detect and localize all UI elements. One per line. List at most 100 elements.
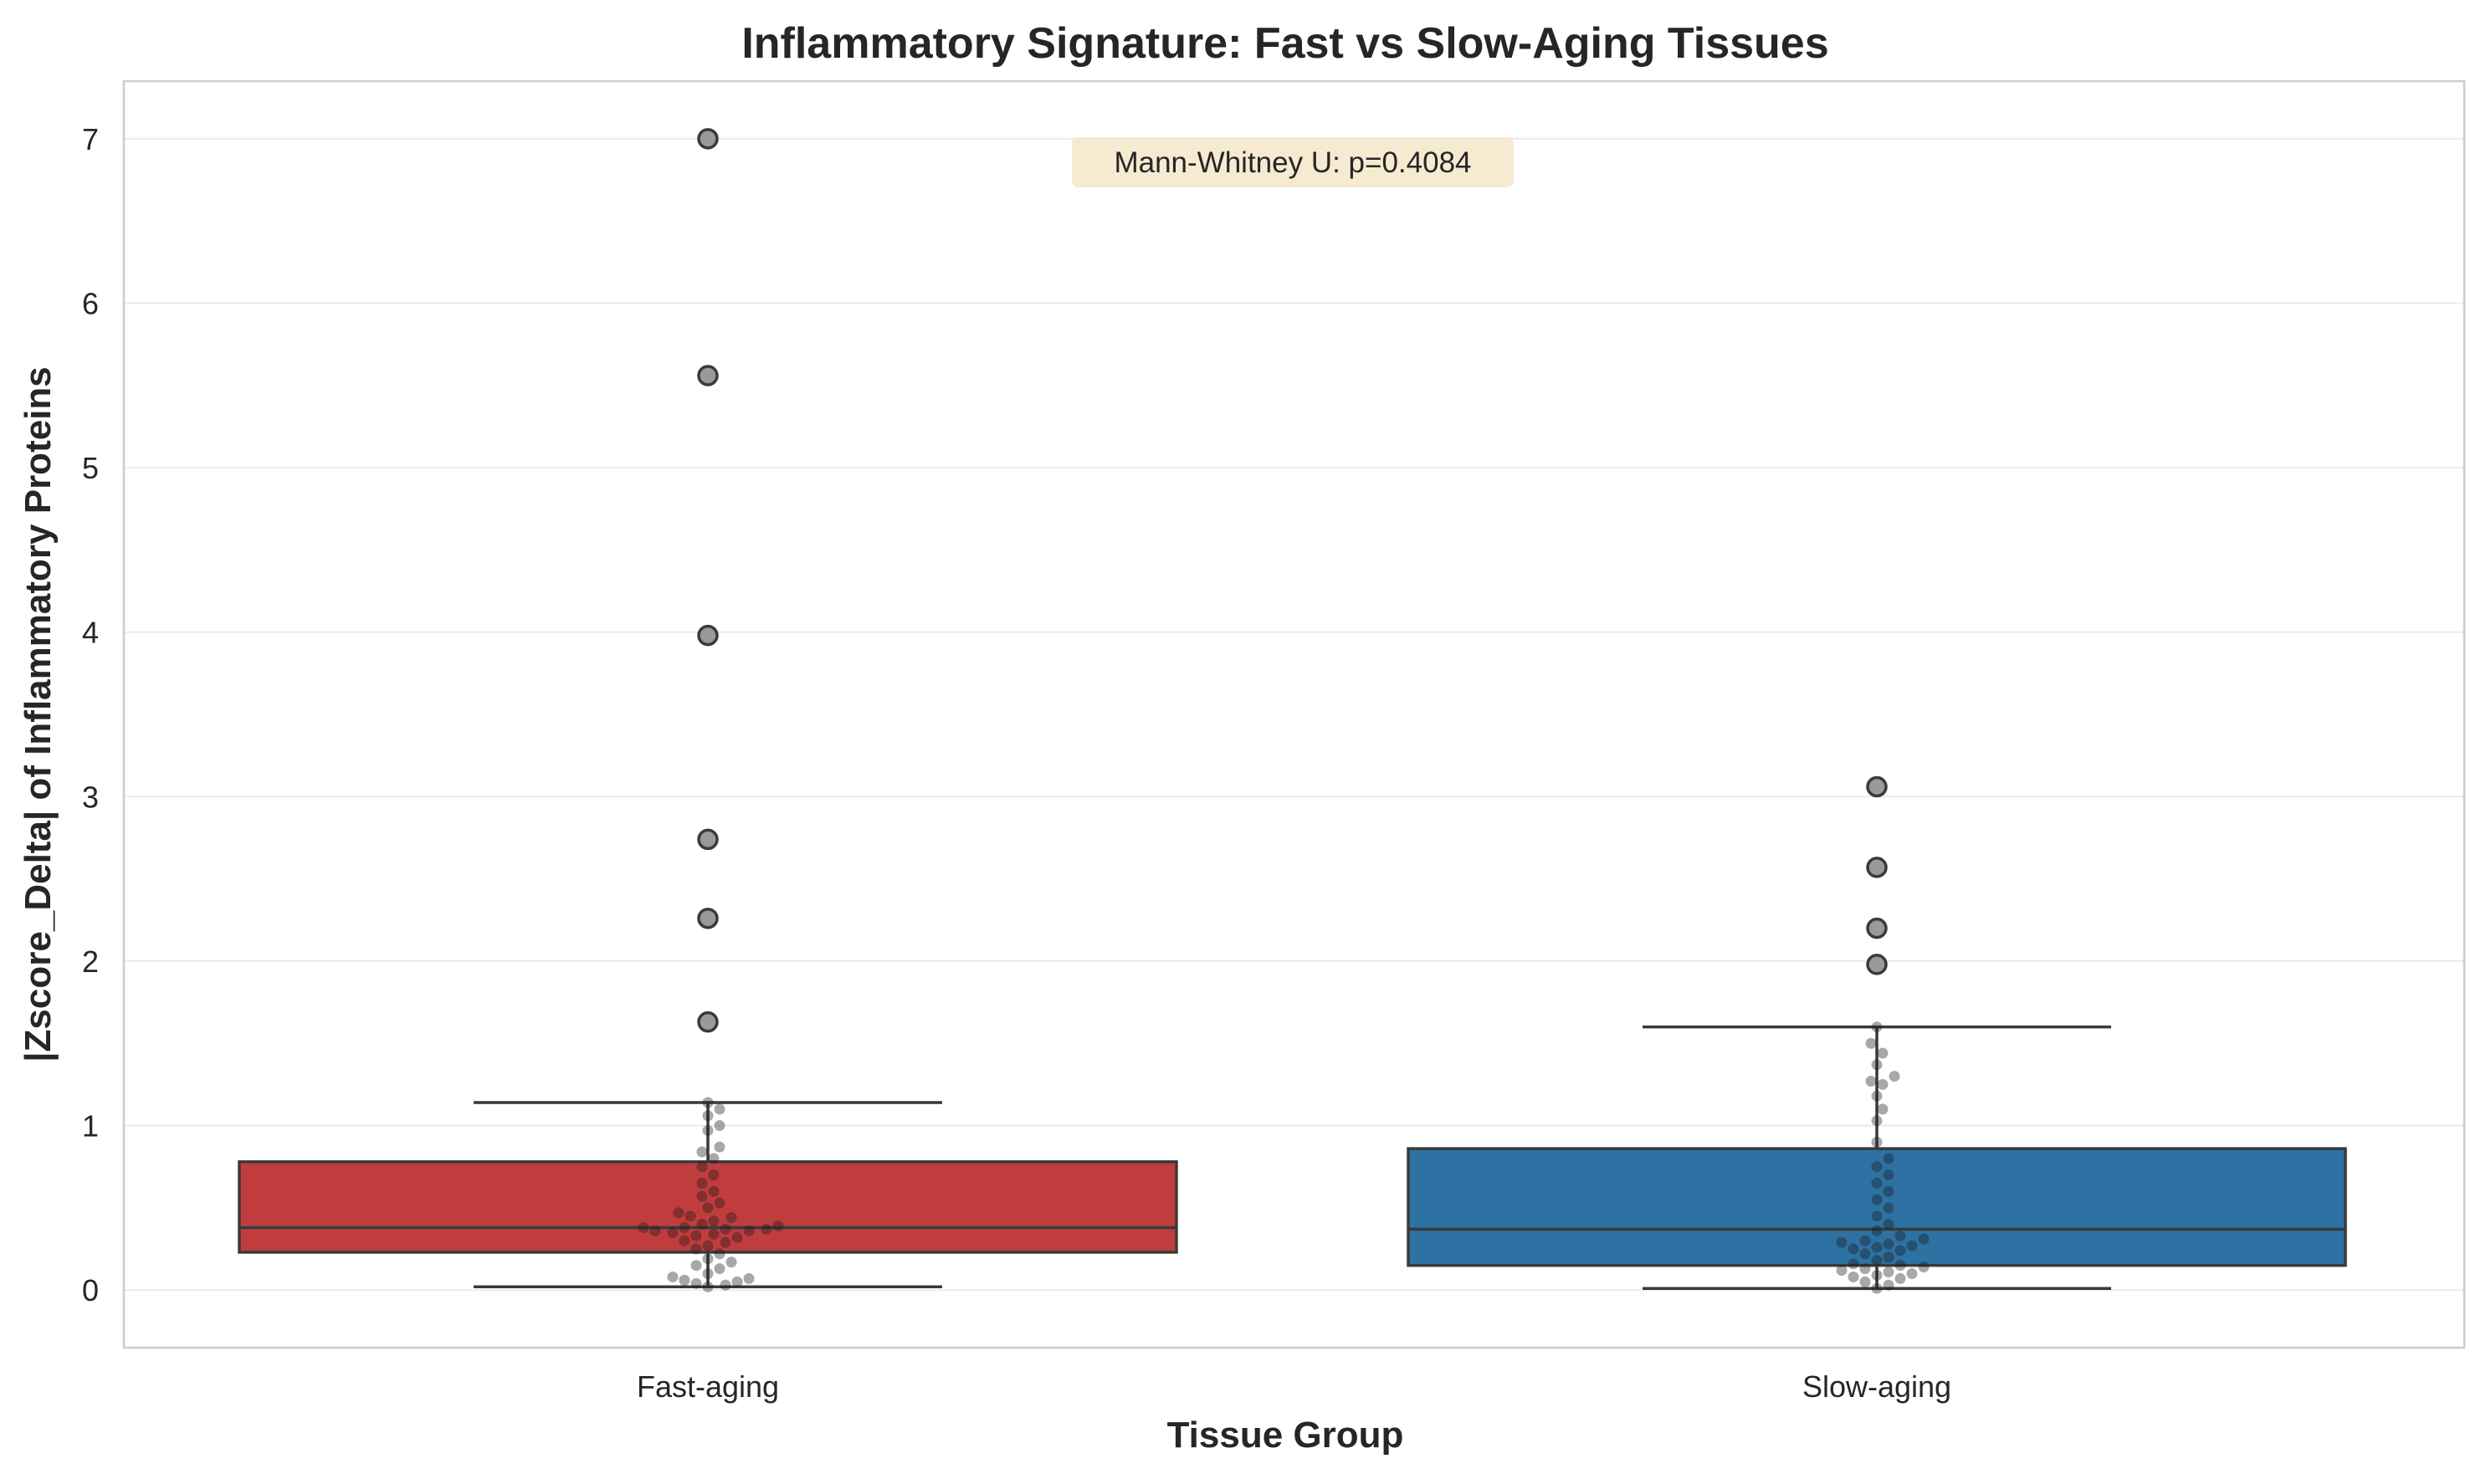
y-tick-label-1: 1: [82, 1109, 99, 1144]
swarm-point-fast-aging-9: [690, 1260, 702, 1272]
box-group-slow-aging: [1407, 775, 2347, 1290]
swarm-point-fast-aging-46: [714, 1103, 725, 1115]
swarm-point-fast-aging-1: [720, 1279, 731, 1291]
swarm-point-slow-aging-23: [1918, 1233, 1930, 1245]
box-fast-aging: [238, 1160, 1178, 1254]
swarm-point-fast-aging-41: [696, 1146, 708, 1158]
swarm-point-fast-aging-47: [702, 1097, 714, 1108]
swarm-point-slow-aging-34: [1883, 1153, 1894, 1164]
swarm-point-slow-aging-17: [1848, 1243, 1859, 1255]
swarm-point-fast-aging-21: [743, 1225, 755, 1236]
swarm-point-slow-aging-26: [1883, 1219, 1894, 1231]
swarm-point-slow-aging-15: [1859, 1248, 1871, 1260]
swarm-point-slow-aging-4: [1848, 1271, 1859, 1282]
swarm-point-fast-aging-17: [731, 1231, 743, 1243]
x-tick-label-fast-aging: Fast-aging: [637, 1369, 779, 1404]
swarm-point-fast-aging-27: [772, 1220, 784, 1231]
swarm-point-fast-aging-30: [725, 1212, 737, 1224]
outlier-point-fast-aging-3: [697, 624, 719, 647]
swarm-point-fast-aging-40: [708, 1153, 720, 1164]
swarm-point-fast-aging-8: [714, 1263, 725, 1275]
swarm-point-slow-aging-0: [1871, 1282, 1883, 1294]
outlier-point-fast-aging-0: [697, 1011, 719, 1033]
stat-annotation: Mann-Whitney U: p=0.4084: [1072, 137, 1514, 187]
swarm-point-fast-aging-0: [702, 1281, 714, 1292]
swarm-point-fast-aging-15: [720, 1236, 731, 1248]
swarm-point-fast-aging-35: [696, 1190, 708, 1202]
outlier-point-fast-aging-1: [697, 908, 719, 929]
swarm-point-slow-aging-45: [1871, 1021, 1883, 1033]
swarm-point-slow-aging-20: [1883, 1238, 1894, 1250]
gridlines: [124, 137, 2464, 1292]
swarm-point-fast-aging-11: [702, 1253, 714, 1265]
swarm-point-slow-aging-41: [1889, 1071, 1900, 1082]
swarm-point-fast-aging-37: [696, 1177, 708, 1189]
swarm-point-fast-aging-38: [708, 1169, 720, 1181]
swarm-point-slow-aging-24: [1894, 1230, 1906, 1241]
swarm-point-fast-aging-43: [702, 1124, 714, 1136]
outlier-point-slow-aging-3: [1866, 775, 1888, 798]
swarm-point-fast-aging-45: [702, 1110, 714, 1122]
swarm-point-fast-aging-13: [690, 1243, 702, 1255]
swarm-point-slow-aging-11: [1894, 1260, 1906, 1272]
swarm-point-fast-aging-14: [702, 1240, 714, 1251]
swarm-point-slow-aging-13: [1871, 1255, 1883, 1267]
outlier-point-slow-aging-2: [1866, 857, 1888, 878]
outlier-point-slow-aging-0: [1866, 954, 1888, 975]
swarm-point-slow-aging-37: [1877, 1103, 1889, 1115]
swarm-point-fast-aging-29: [708, 1215, 720, 1227]
swarm-point-fast-aging-33: [702, 1202, 714, 1214]
box-group-fast-aging: [238, 128, 1178, 1288]
swarm-point-slow-aging-6: [1906, 1268, 1918, 1280]
swarm-point-fast-aging-36: [708, 1185, 720, 1197]
swarm-point-fast-aging-31: [684, 1210, 696, 1222]
swarm-point-slow-aging-38: [1871, 1090, 1883, 1102]
swarm-point-fast-aging-42: [714, 1141, 725, 1153]
swarm-point-slow-aging-28: [1883, 1202, 1894, 1214]
swarm-point-slow-aging-30: [1883, 1185, 1894, 1197]
swarm-point-slow-aging-40: [1865, 1075, 1877, 1087]
swarm-point-fast-aging-16: [679, 1235, 690, 1246]
swarm-point-fast-aging-5: [743, 1272, 755, 1284]
swarm-point-slow-aging-3: [1894, 1272, 1906, 1284]
swarm-point-fast-aging-20: [667, 1226, 679, 1238]
outlier-point-fast-aging-5: [697, 128, 719, 150]
y-tick-labels: 0 1 2 3 4 5 6 7: [82, 122, 99, 1307]
swarm-point-fast-aging-18: [690, 1230, 702, 1241]
swarm-point-slow-aging-9: [1859, 1263, 1871, 1275]
swarm-point-slow-aging-2: [1859, 1276, 1871, 1287]
swarm-point-fast-aging-3: [731, 1276, 743, 1287]
swarm-point-fast-aging-32: [673, 1207, 684, 1219]
swarm-point-slow-aging-1: [1883, 1279, 1894, 1291]
swarm-point-slow-aging-43: [1877, 1047, 1889, 1059]
stat-annotation-text: Mann-Whitney U: p=0.4084: [1114, 146, 1471, 179]
swarm-point-fast-aging-23: [720, 1223, 731, 1235]
stat-annotation-box: [1072, 137, 1514, 187]
x-tick-label-slow-aging: Slow-aging: [1802, 1369, 1951, 1404]
swarm-point-slow-aging-8: [1836, 1265, 1848, 1277]
swarm-point-slow-aging-29: [1871, 1194, 1883, 1205]
swarm-point-slow-aging-10: [1918, 1261, 1930, 1273]
swarm-point-slow-aging-33: [1871, 1161, 1883, 1173]
swarm-point-slow-aging-31: [1871, 1177, 1883, 1189]
swarm-point-fast-aging-28: [696, 1219, 708, 1231]
y-tick-label-4: 4: [82, 616, 99, 650]
x-tick-labels: Fast-aging Slow-aging: [637, 1369, 1951, 1404]
y-tick-label-6: 6: [82, 286, 99, 320]
swarm-point-slow-aging-14: [1883, 1251, 1894, 1263]
outlier-point-slow-aging-1: [1866, 917, 1888, 939]
swarm-point-slow-aging-27: [1871, 1210, 1883, 1222]
plot-frame: [122, 79, 2466, 1349]
swarm-point-slow-aging-16: [1894, 1245, 1906, 1256]
boxes: [238, 128, 2347, 1290]
swarm-points: [638, 1021, 1930, 1294]
y-tick-label-5: 5: [82, 451, 99, 485]
swarm-point-slow-aging-5: [1871, 1269, 1883, 1281]
swarm-point-fast-aging-39: [696, 1161, 708, 1173]
swarm-point-slow-aging-39: [1877, 1078, 1889, 1090]
swarm-point-fast-aging-34: [714, 1197, 725, 1209]
swarm-point-slow-aging-18: [1871, 1241, 1883, 1253]
y-tick-label-3: 3: [82, 780, 99, 814]
swarm-point-slow-aging-44: [1865, 1037, 1877, 1049]
